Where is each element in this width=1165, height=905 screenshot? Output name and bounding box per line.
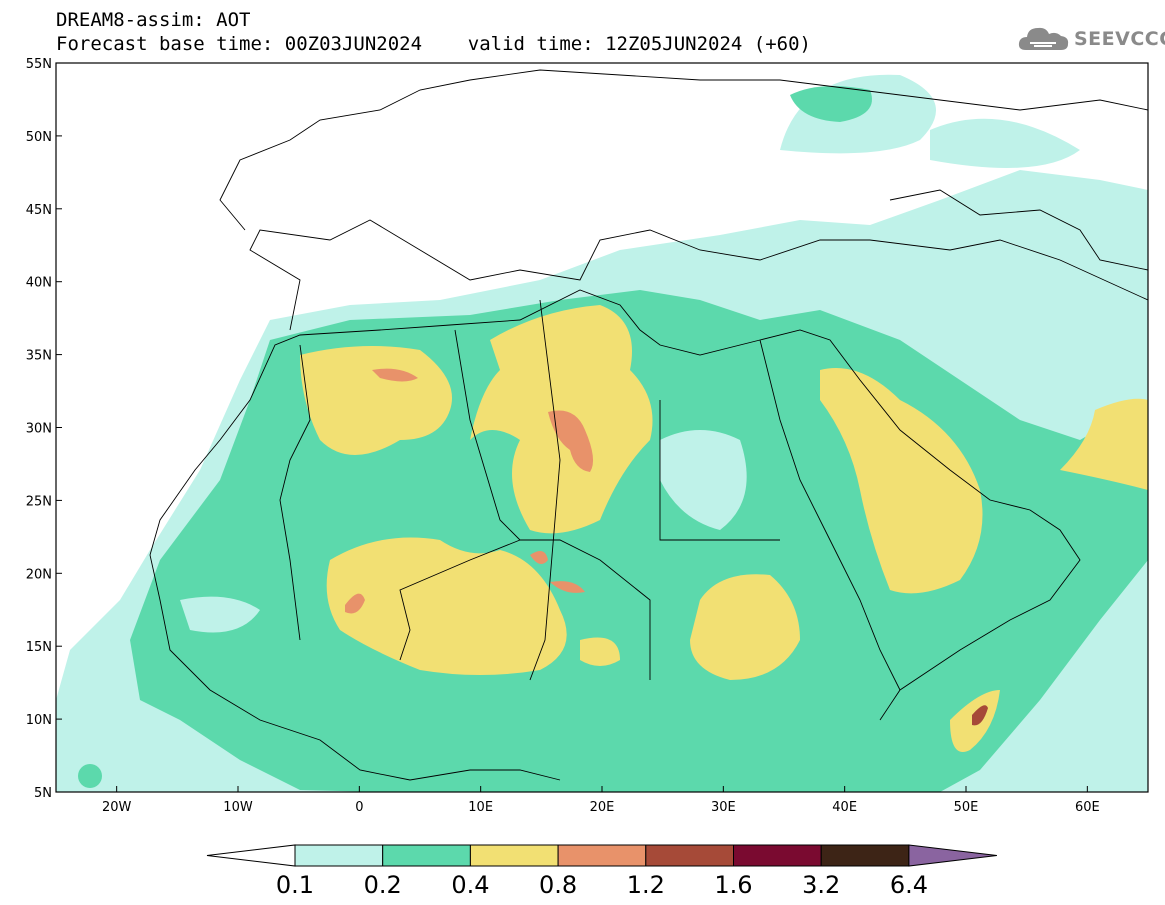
colorbar-swatch xyxy=(469,844,559,867)
colorbar-level-label: 1.2 xyxy=(627,871,665,899)
logo-text: SEEVCCC xyxy=(1074,28,1165,50)
colorbar: 0.1 0.2 0.4 0.8 1.2 1.6 3.2 6.4 xyxy=(206,844,997,899)
lat-tick-label: 25N xyxy=(26,494,52,509)
colorbar-swatch xyxy=(645,844,734,867)
lat-tick-label: 55N xyxy=(26,57,52,72)
colorbar-level-label: 3.2 xyxy=(802,871,840,899)
lon-tick-label: 30E xyxy=(711,800,736,815)
latitude-axis: 55N 50N 45N 40N 35N 30N 25N 20N 15N 10N 5N xyxy=(26,57,62,801)
lon-tick-label: 40E xyxy=(832,800,857,815)
colorbar-high-arrow xyxy=(908,844,997,867)
lon-tick-label: 0 xyxy=(355,800,363,815)
lat-tick-label: 15N xyxy=(26,640,52,655)
colorbar-swatch xyxy=(820,844,910,867)
longitude-axis: 20W 10W 0 10E 20E 30E 40E 50E 60E xyxy=(102,786,1100,815)
map-title: DREAM8-assim: AOT xyxy=(56,9,251,31)
lat-tick-label: 40N xyxy=(26,276,52,291)
lat-tick-label: 5N xyxy=(34,786,52,801)
lat-tick-label: 30N xyxy=(26,422,52,437)
colorbar-low-arrow xyxy=(206,844,296,867)
lat-tick-label: 35N xyxy=(26,349,52,364)
colorbar-level-label: 0.2 xyxy=(364,871,402,899)
lat-tick-label: 50N xyxy=(26,130,52,145)
colorbar-level-label: 1.6 xyxy=(714,871,752,899)
colorbar-swatch xyxy=(733,844,822,867)
lon-tick-label: 50E xyxy=(954,800,979,815)
lon-tick-label: 20W xyxy=(102,800,132,815)
aot-field xyxy=(56,74,1148,792)
lon-tick-label: 20E xyxy=(590,800,615,815)
colorbar-swatch xyxy=(294,844,384,867)
lon-tick-label: 10W xyxy=(223,800,253,815)
lon-tick-label: 60E xyxy=(1075,800,1100,815)
lon-tick-label: 10E xyxy=(468,800,493,815)
colorbar-swatch xyxy=(382,844,471,867)
lat-tick-label: 20N xyxy=(26,567,52,582)
colorbar-level-label: 0.4 xyxy=(451,871,489,899)
colorbar-swatch xyxy=(557,844,647,867)
colorbar-level-label: 0.1 xyxy=(276,871,314,899)
coastline-borders xyxy=(149,69,1148,781)
map-subtitle: Forecast base time: 00Z03JUN2024 valid t… xyxy=(56,33,811,55)
lat-tick-label: 45N xyxy=(26,203,52,218)
colorbar-level-label: 0.8 xyxy=(539,871,577,899)
colorbar-level-label: 6.4 xyxy=(890,871,928,899)
lat-tick-label: 10N xyxy=(26,713,52,728)
cloud-icon xyxy=(1018,27,1069,50)
seevccc-logo: SEEVCCC xyxy=(1016,22,1165,56)
